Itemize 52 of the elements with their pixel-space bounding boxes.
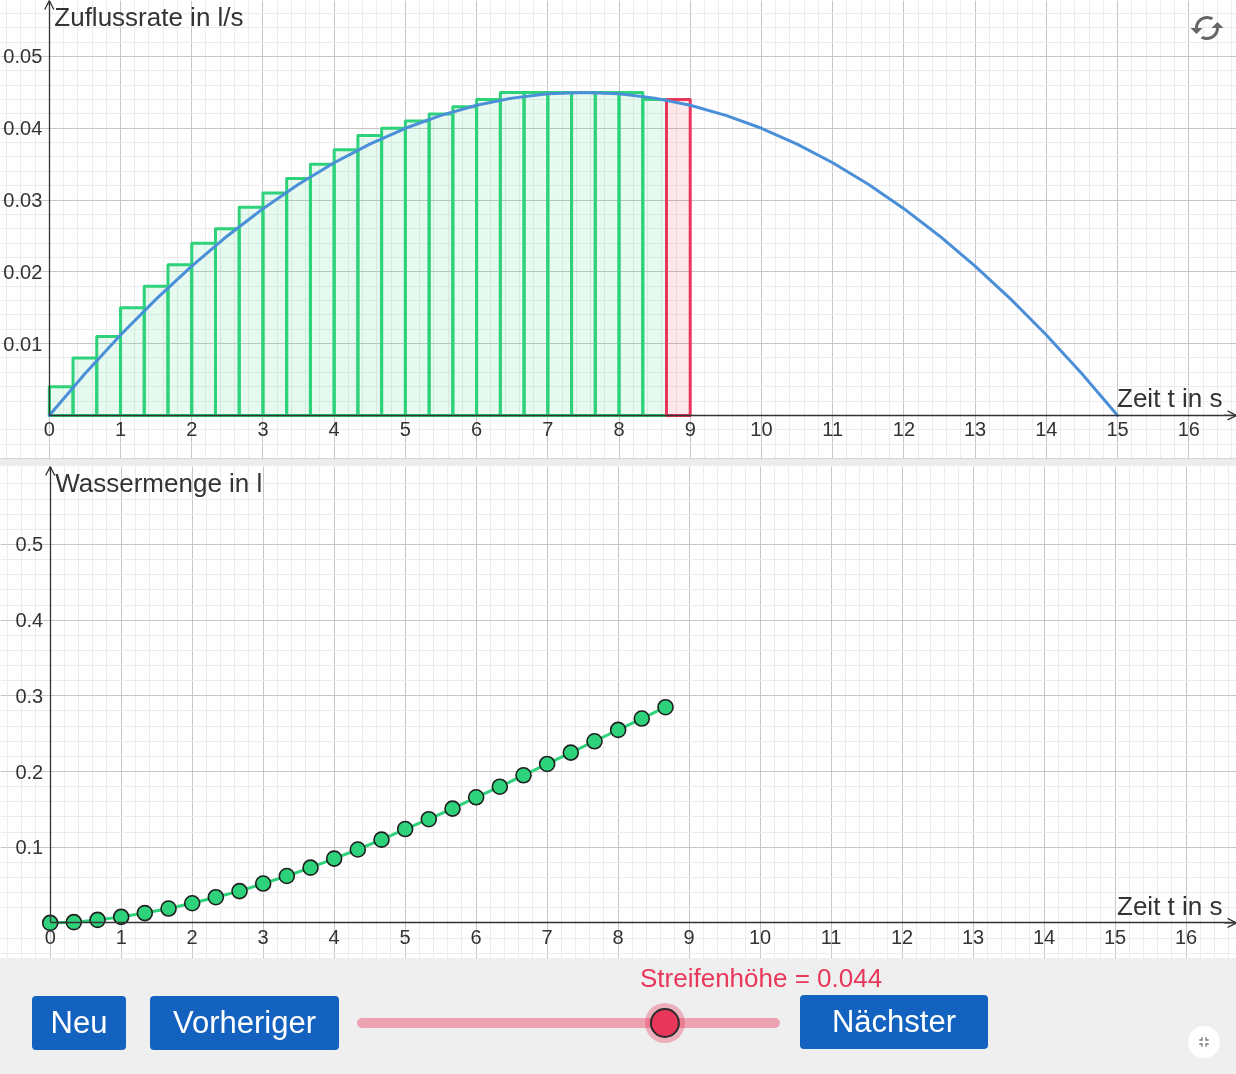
x-tick-label: 8 (613, 418, 625, 441)
x-tick-label: 1 (114, 418, 127, 441)
x-tick-label: 14 (1035, 418, 1058, 441)
x-tick-label: 13 (961, 925, 985, 948)
x-tick-label: 1 (115, 925, 127, 948)
x-tick-label: 11 (820, 925, 842, 948)
x-axis-title: Zeit t in s (1117, 890, 1223, 921)
x-tick-label: 5 (399, 418, 411, 441)
x-tick-label: 11 (822, 418, 844, 441)
x-tick-label: 5 (399, 925, 411, 948)
text: Streifenhöhe = 0.044 (640, 963, 883, 993)
y-tick-label: 0.1 (15, 836, 44, 859)
x-tick-label: 6 (471, 418, 483, 441)
x-tick-label: 0 (44, 925, 56, 948)
y-tick-label: 0.5 (15, 533, 44, 556)
y-axis-title: Wassermenge in l (55, 467, 263, 498)
x-tick-label: 13 (964, 418, 987, 441)
y-tick-label: 0.3 (15, 684, 44, 707)
x-tick-label: 9 (684, 418, 696, 441)
x-tick-label: 2 (186, 925, 198, 948)
x-tick-label: 4 (328, 925, 340, 948)
x-tick-label: 16 (1174, 925, 1198, 948)
x-tick-label: 3 (257, 418, 269, 441)
y-axis-title: Zuflussrate in l/s (54, 1, 244, 32)
y-tick-label: 0.2 (15, 760, 44, 783)
y-tick-label: 0.03 (3, 189, 43, 212)
x-axis-title: Zeit t in s (1117, 383, 1223, 414)
x-tick-label: 15 (1103, 925, 1127, 948)
y-tick-label: 0.05 (3, 45, 43, 68)
x-tick-label: 0 (43, 418, 55, 441)
x-tick-label: 10 (750, 418, 773, 441)
x-tick-label: 7 (542, 418, 554, 441)
x-tick-label: 16 (1177, 418, 1200, 441)
x-tick-label: 6 (470, 925, 482, 948)
x-tick-label: 14 (1032, 925, 1056, 948)
x-tick-label: 3 (257, 925, 269, 948)
x-tick-label: 15 (1106, 418, 1129, 441)
x-tick-label: 2 (186, 418, 198, 441)
x-tick-label: 12 (892, 418, 916, 441)
text: Vorheriger (150, 996, 339, 1050)
x-tick-label: 4 (328, 418, 340, 441)
x-tick-label: 8 (612, 925, 624, 948)
text: Neu (32, 996, 126, 1050)
y-tick-label: 0.02 (3, 260, 43, 283)
x-tick-label: 9 (683, 925, 695, 948)
x-tick-label: 10 (749, 925, 772, 948)
x-tick-label: 12 (891, 925, 914, 948)
text: Nächster (800, 995, 988, 1049)
y-tick-label: 0.01 (3, 332, 43, 355)
x-tick-label: 7 (541, 925, 553, 948)
y-tick-label: 0.04 (3, 117, 43, 140)
y-tick-label: 0.4 (15, 609, 44, 632)
